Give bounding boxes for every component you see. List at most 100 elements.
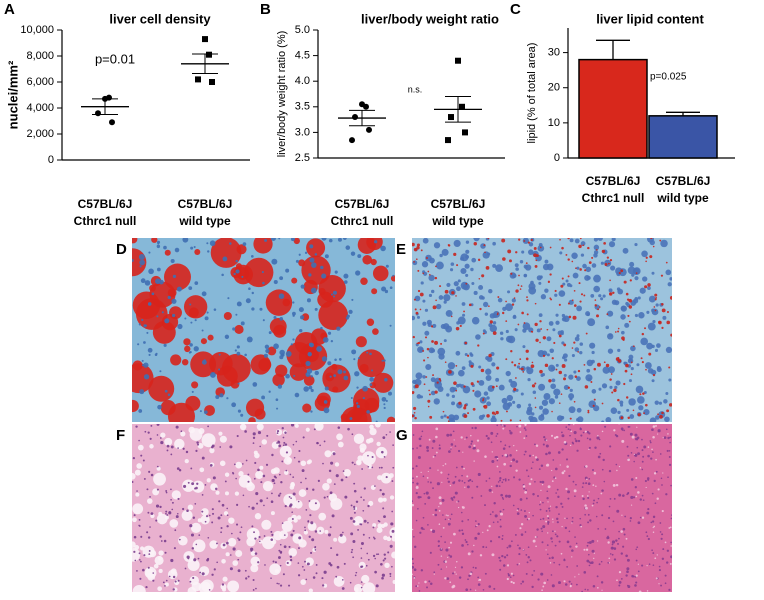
cell [329,491,333,495]
cell [362,385,369,392]
cell [392,274,395,277]
cell [576,376,581,381]
cell [253,238,273,254]
cell [147,498,153,504]
cell [446,416,449,419]
cell [563,358,568,362]
cell [540,572,544,576]
cell [362,509,365,512]
cell [201,359,207,365]
panel-label: F [116,427,125,444]
cell [536,328,541,333]
cell [587,318,596,327]
cell [447,244,450,246]
cell [655,296,658,299]
cell [520,285,523,287]
data-point [106,94,112,101]
cell [629,517,632,520]
cell [597,238,603,241]
cell [515,267,519,271]
cell [457,500,460,503]
cell [140,560,142,563]
cell [143,374,150,380]
cell [435,451,438,454]
cell [496,457,499,460]
cell [573,341,576,344]
cell [536,528,539,531]
cell [478,579,480,581]
cell [322,584,325,587]
cell [444,518,447,521]
cell [666,561,669,564]
x-tick-label: C57BL/6J [335,197,390,211]
cell [591,504,594,507]
cell [237,382,240,385]
cell [506,577,509,581]
cell [331,514,335,518]
cell [443,300,447,304]
panel-label: B [260,1,271,18]
cell [306,460,311,465]
cell [647,537,650,541]
cell [236,351,241,356]
cell [350,504,353,507]
cell [333,576,345,587]
cell [645,260,647,263]
cell [150,473,154,477]
data-point [366,126,372,133]
cell [163,245,167,250]
cell [615,483,619,487]
cell [664,574,667,577]
cell [535,545,537,548]
cell [646,511,650,515]
cell [368,537,371,539]
cell [670,333,672,337]
cell [301,255,331,285]
cell [180,430,183,433]
cell [438,496,442,500]
cell [444,361,447,364]
cell [617,410,621,415]
cell [555,368,558,371]
cell [568,580,571,583]
cell [644,362,652,369]
cell [480,243,486,249]
cell [519,431,522,433]
cell [592,469,595,472]
cell [630,373,633,376]
cell [159,437,162,439]
cell [425,257,428,259]
cell [641,332,645,336]
cell [288,584,291,587]
cell [343,469,351,477]
cell [139,559,141,561]
cell [413,298,416,301]
cell [440,568,443,570]
cell [597,528,600,530]
cell [337,441,344,448]
cell [427,322,432,327]
cell [181,509,193,521]
cell [571,347,574,349]
cell [458,576,462,579]
cell [579,342,584,346]
cell [353,511,356,514]
cell [281,460,284,463]
cell [423,383,426,386]
cell [297,574,301,577]
data-point [363,103,369,110]
cell [427,405,430,408]
cell [587,513,590,516]
cell [391,551,395,559]
cell [219,446,222,448]
cell [254,552,258,555]
cell [565,426,568,428]
cell [528,517,530,520]
cell [419,531,422,534]
cell [642,455,645,458]
cell [540,464,544,467]
cell [591,389,597,394]
cell [462,451,464,453]
cell [276,442,278,444]
y-tick-label: 4.5 [295,50,310,62]
